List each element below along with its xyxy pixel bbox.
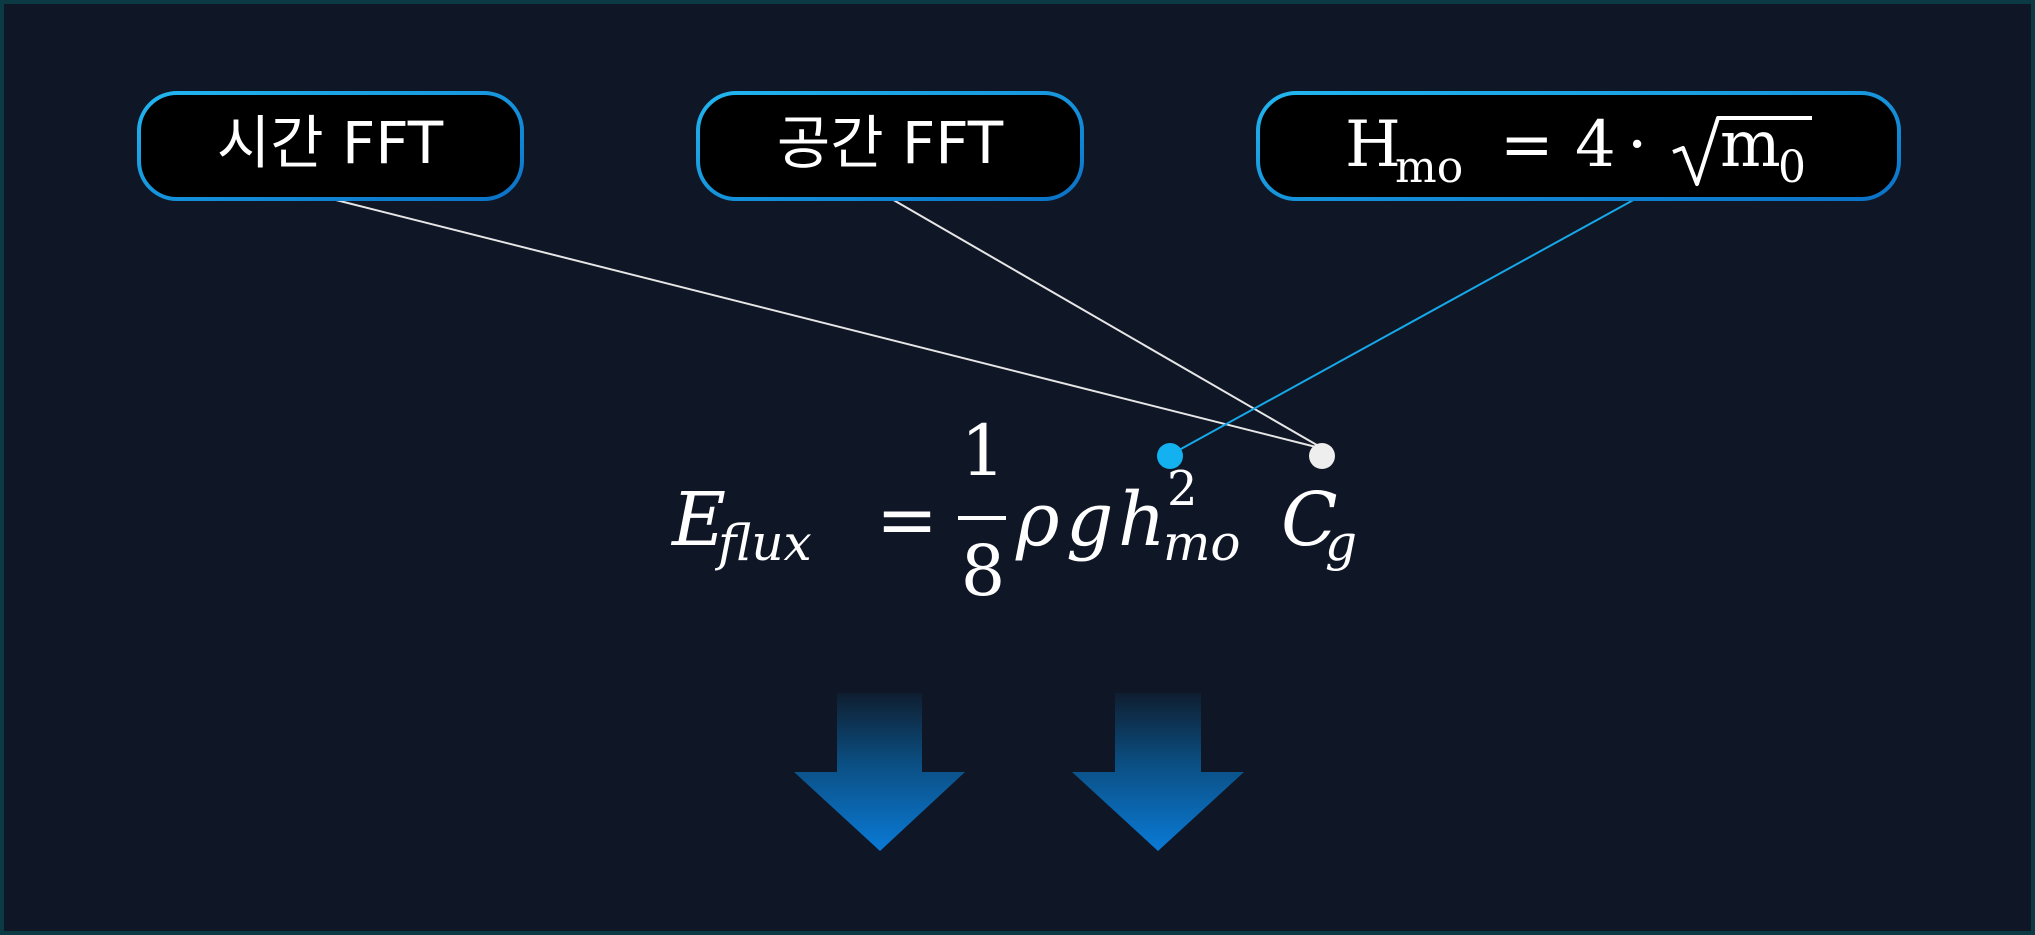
formula-c-sub: g bbox=[1325, 514, 1357, 572]
label-time-fft: 시간 FFT bbox=[217, 109, 444, 177]
hmo-m-sub: 0 bbox=[1778, 142, 1806, 193]
down-arrow-left bbox=[794, 693, 965, 851]
formula-equals: = bbox=[876, 477, 938, 563]
connector-hmo bbox=[1169, 197, 1638, 456]
label-box-hmo: H mo = 4 · m 0 bbox=[1256, 91, 1901, 201]
formula-g: g bbox=[1066, 477, 1113, 563]
formula-frac-num: 1 bbox=[961, 410, 1006, 492]
formula-c: C bbox=[1281, 477, 1338, 563]
hmo-base: H bbox=[1345, 108, 1401, 182]
label-box-time-fft: 시간 FFT bbox=[137, 91, 524, 201]
label-box-space-fft: 공간 FFT bbox=[696, 91, 1084, 201]
connector-time-fft bbox=[327, 197, 1321, 449]
formula-lhs-sub: flux bbox=[714, 514, 812, 572]
label-space-fft: 공간 FFT bbox=[777, 109, 1004, 177]
sqrt-symbol bbox=[1672, 116, 1812, 186]
hmo-dot: · bbox=[1627, 108, 1647, 182]
down-arrow-right bbox=[1072, 693, 1244, 851]
connector-space-fft bbox=[889, 197, 1323, 449]
label-box-time-fft-frame bbox=[137, 91, 524, 201]
formula-frac-den: 8 bbox=[961, 530, 1006, 612]
anchor-dot-white bbox=[1309, 443, 1335, 469]
formula-rho: ρ bbox=[1015, 477, 1060, 563]
formula-h-sub: mo bbox=[1163, 514, 1241, 572]
energy-flux-formula: E flux = 1 8 ρ g h 2 mo C g bbox=[670, 410, 1357, 612]
anchor-dot-blue bbox=[1157, 443, 1183, 469]
formula-h-sup: 2 bbox=[1167, 461, 1198, 517]
formula-lhs-base: E bbox=[670, 477, 726, 563]
hmo-sub: mo bbox=[1395, 142, 1463, 193]
hmo-coefficient: 4 bbox=[1575, 108, 1616, 182]
hmo-equals: = bbox=[1500, 108, 1554, 182]
label-box-space-fft-frame bbox=[696, 91, 1084, 201]
formula-h: h bbox=[1118, 477, 1166, 563]
hmo-m: m bbox=[1720, 108, 1781, 182]
